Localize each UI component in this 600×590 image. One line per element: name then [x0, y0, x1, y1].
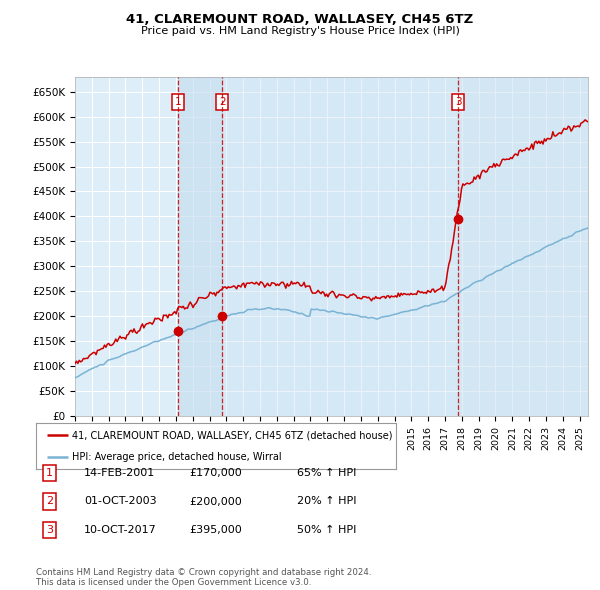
- Text: Price paid vs. HM Land Registry's House Price Index (HPI): Price paid vs. HM Land Registry's House …: [140, 26, 460, 36]
- Text: 10-OCT-2017: 10-OCT-2017: [84, 525, 157, 535]
- Bar: [458, 77, 588, 416]
- Text: 65% ↑ HPI: 65% ↑ HPI: [297, 468, 356, 478]
- Bar: [222, 77, 458, 416]
- Text: 3: 3: [455, 97, 461, 107]
- Text: £200,000: £200,000: [189, 497, 242, 506]
- Text: 1: 1: [46, 468, 53, 478]
- Text: 20% ↑ HPI: 20% ↑ HPI: [297, 497, 356, 506]
- Text: 01-OCT-2003: 01-OCT-2003: [84, 497, 157, 506]
- Text: 41, CLAREMOUNT ROAD, WALLASEY, CH45 6TZ: 41, CLAREMOUNT ROAD, WALLASEY, CH45 6TZ: [127, 13, 473, 26]
- Text: 50% ↑ HPI: 50% ↑ HPI: [297, 525, 356, 535]
- Text: 14-FEB-2001: 14-FEB-2001: [84, 468, 155, 478]
- Text: £170,000: £170,000: [189, 468, 242, 478]
- Text: £395,000: £395,000: [189, 525, 242, 535]
- Text: 41, CLAREMOUNT ROAD, WALLASEY, CH45 6TZ (detached house): 41, CLAREMOUNT ROAD, WALLASEY, CH45 6TZ …: [72, 431, 392, 441]
- Text: Contains HM Land Registry data © Crown copyright and database right 2024.
This d: Contains HM Land Registry data © Crown c…: [36, 568, 371, 587]
- Text: 1: 1: [175, 97, 181, 107]
- Text: 2: 2: [219, 97, 226, 107]
- Text: 3: 3: [46, 525, 53, 535]
- Text: HPI: Average price, detached house, Wirral: HPI: Average price, detached house, Wirr…: [72, 451, 281, 461]
- Bar: [178, 77, 222, 416]
- Text: 2: 2: [46, 497, 53, 506]
